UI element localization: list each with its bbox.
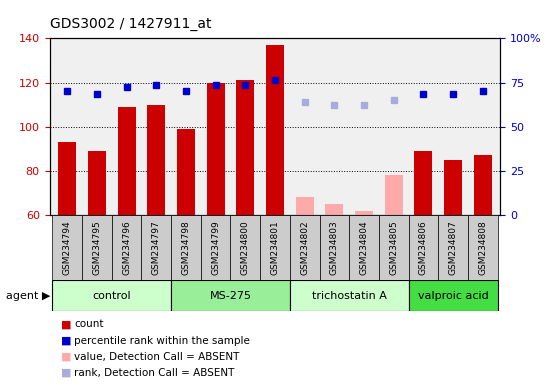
Text: trichostatin A: trichostatin A bbox=[312, 291, 387, 301]
Bar bbox=[207, 83, 224, 215]
Bar bbox=[52, 215, 82, 280]
Bar bbox=[266, 45, 284, 215]
Bar bbox=[409, 280, 498, 311]
Bar bbox=[415, 151, 432, 215]
Bar bbox=[444, 160, 462, 215]
Text: GSM234798: GSM234798 bbox=[182, 220, 190, 275]
Bar bbox=[290, 280, 409, 311]
Bar bbox=[52, 280, 171, 311]
Bar bbox=[438, 215, 468, 280]
Text: GSM234799: GSM234799 bbox=[211, 220, 220, 275]
Text: GSM234804: GSM234804 bbox=[360, 220, 368, 275]
Bar bbox=[474, 156, 492, 215]
Text: ■: ■ bbox=[60, 352, 71, 362]
Text: GSM234807: GSM234807 bbox=[449, 220, 458, 275]
Bar bbox=[296, 197, 314, 215]
Text: GDS3002 / 1427911_at: GDS3002 / 1427911_at bbox=[50, 17, 211, 31]
Text: GSM234797: GSM234797 bbox=[152, 220, 161, 275]
Text: ■: ■ bbox=[60, 336, 71, 346]
Text: GSM234808: GSM234808 bbox=[478, 220, 487, 275]
Text: ■: ■ bbox=[60, 319, 71, 329]
Bar bbox=[88, 151, 106, 215]
Text: valproic acid: valproic acid bbox=[417, 291, 488, 301]
Bar bbox=[58, 142, 76, 215]
Bar bbox=[290, 215, 320, 280]
Text: ■: ■ bbox=[60, 368, 71, 378]
Bar bbox=[118, 107, 135, 215]
Text: count: count bbox=[74, 319, 104, 329]
Text: GSM234802: GSM234802 bbox=[300, 220, 309, 275]
Text: GSM234800: GSM234800 bbox=[241, 220, 250, 275]
Bar bbox=[171, 215, 201, 280]
Text: GSM234794: GSM234794 bbox=[63, 220, 72, 275]
Bar bbox=[201, 215, 230, 280]
Bar bbox=[409, 215, 438, 280]
Bar bbox=[385, 175, 403, 215]
Text: GSM234795: GSM234795 bbox=[92, 220, 101, 275]
Bar bbox=[177, 129, 195, 215]
Bar bbox=[82, 215, 112, 280]
Text: GSM234805: GSM234805 bbox=[389, 220, 398, 275]
Bar bbox=[468, 215, 498, 280]
Text: GSM234803: GSM234803 bbox=[330, 220, 339, 275]
Bar bbox=[320, 215, 349, 280]
Text: rank, Detection Call = ABSENT: rank, Detection Call = ABSENT bbox=[74, 368, 235, 378]
Text: GSM234796: GSM234796 bbox=[122, 220, 131, 275]
Text: percentile rank within the sample: percentile rank within the sample bbox=[74, 336, 250, 346]
Bar bbox=[141, 215, 171, 280]
Text: agent ▶: agent ▶ bbox=[6, 291, 50, 301]
Bar bbox=[236, 80, 254, 215]
Text: value, Detection Call = ABSENT: value, Detection Call = ABSENT bbox=[74, 352, 240, 362]
Bar bbox=[379, 215, 409, 280]
Bar bbox=[349, 215, 379, 280]
Text: GSM234801: GSM234801 bbox=[271, 220, 279, 275]
Bar bbox=[171, 280, 290, 311]
Text: GSM234806: GSM234806 bbox=[419, 220, 428, 275]
Bar bbox=[355, 210, 373, 215]
Bar bbox=[260, 215, 290, 280]
Bar bbox=[147, 104, 165, 215]
Text: control: control bbox=[92, 291, 131, 301]
Bar bbox=[112, 215, 141, 280]
Bar bbox=[230, 215, 260, 280]
Text: MS-275: MS-275 bbox=[210, 291, 251, 301]
Bar bbox=[326, 204, 343, 215]
